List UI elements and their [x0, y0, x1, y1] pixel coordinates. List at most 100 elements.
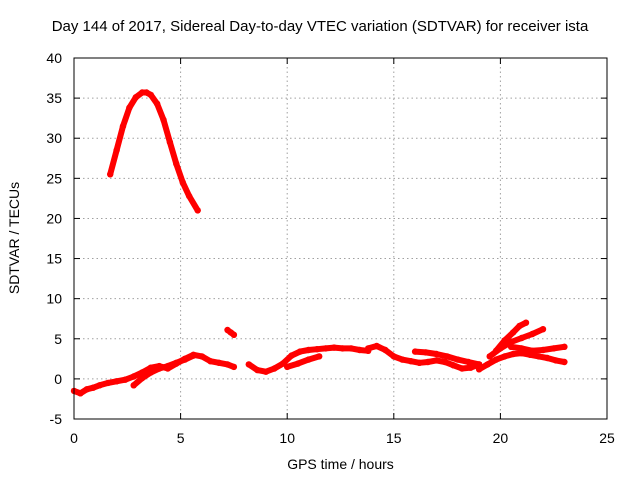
data-point	[230, 363, 238, 371]
data-point	[424, 358, 432, 366]
data-point	[322, 345, 329, 352]
x-tick-label: 15	[386, 430, 402, 446]
data-point	[365, 345, 372, 352]
y-tick-label: 40	[46, 50, 62, 66]
data-point	[422, 349, 429, 356]
series-arc-low-4	[284, 353, 323, 370]
x-tick-label: 20	[493, 430, 509, 446]
data-point	[390, 353, 397, 360]
data-point	[160, 116, 167, 124]
data-point	[156, 365, 163, 372]
data-point	[407, 358, 415, 365]
data-point	[96, 382, 103, 389]
x-tick-label: 5	[177, 430, 185, 446]
data-point	[486, 353, 493, 360]
axis-ticks: 0 5 10 15 20 25 -5 0 5 10 15 20 25 30 35 40	[46, 50, 615, 446]
data-point	[305, 346, 312, 354]
data-point	[119, 123, 127, 130]
y-tick-label: 15	[46, 251, 62, 267]
data-point	[552, 357, 559, 364]
data-point	[132, 94, 139, 101]
data-point	[330, 344, 338, 351]
data-point	[77, 390, 84, 397]
data-point	[104, 379, 112, 387]
x-axis-label: GPS time / hours	[287, 456, 394, 472]
data-point	[522, 319, 530, 326]
data-point	[501, 337, 508, 344]
data-point	[130, 382, 137, 389]
data-point	[166, 139, 174, 146]
y-tick-label: 5	[54, 331, 62, 347]
data-point	[194, 207, 201, 214]
y-tick-label: 35	[46, 90, 62, 106]
data-point	[147, 91, 154, 99]
data-point	[83, 386, 91, 393]
data-point	[416, 359, 423, 366]
data-point	[122, 376, 129, 383]
data-point	[254, 366, 261, 374]
data-point	[458, 365, 466, 372]
plot-frame	[73, 57, 608, 420]
data-point	[90, 384, 97, 391]
y-tick-label: -5	[50, 411, 63, 427]
data-point	[305, 356, 312, 363]
chart-title: Day 144 of 2017, Sidereal Day-to-day VTE…	[51, 18, 589, 35]
data-point	[262, 368, 270, 375]
data-point	[130, 373, 137, 380]
data-point	[475, 366, 483, 373]
data-point	[529, 330, 536, 338]
data-point	[382, 346, 389, 354]
data-point	[147, 369, 154, 376]
grid	[74, 58, 607, 419]
data-point	[284, 363, 291, 371]
data-point	[173, 359, 180, 366]
data-point	[501, 353, 508, 360]
data-point	[561, 343, 568, 350]
data-point	[433, 357, 440, 364]
data-point	[339, 345, 346, 352]
data-point	[356, 346, 363, 354]
data-point	[139, 374, 146, 382]
data-series	[70, 89, 568, 397]
y-tick-label: 20	[46, 210, 62, 226]
data-point	[507, 338, 515, 346]
data-point	[190, 352, 197, 359]
x-tick-label: 10	[279, 430, 295, 446]
data-point	[441, 358, 449, 366]
data-point	[539, 346, 547, 354]
data-point	[433, 350, 440, 358]
data-point	[245, 361, 252, 368]
data-point	[510, 329, 517, 336]
data-point	[450, 362, 457, 369]
data-point	[535, 353, 542, 360]
data-point	[173, 160, 180, 168]
data-point	[224, 361, 231, 368]
data-point	[484, 361, 491, 368]
data-point	[510, 350, 517, 358]
data-point	[179, 179, 186, 186]
y-tick-label: 25	[46, 170, 62, 186]
data-point	[107, 171, 114, 178]
data-point	[544, 354, 551, 362]
y-tick-label: 10	[46, 291, 62, 307]
data-point	[313, 346, 321, 353]
data-point	[296, 348, 304, 355]
data-point	[561, 358, 568, 366]
x-tick-label: 0	[70, 430, 78, 446]
data-point	[198, 353, 206, 360]
data-point	[516, 322, 523, 330]
data-point	[539, 326, 547, 333]
data-point	[467, 364, 474, 371]
data-point	[113, 147, 120, 154]
data-point	[454, 356, 461, 363]
data-point	[316, 353, 323, 360]
data-point	[518, 345, 525, 352]
data-point	[518, 334, 525, 342]
data-point	[373, 342, 380, 350]
data-point	[443, 353, 451, 360]
data-point	[207, 358, 214, 365]
data-point	[126, 104, 133, 111]
data-point	[153, 100, 161, 107]
x-tick-label: 25	[599, 430, 615, 446]
